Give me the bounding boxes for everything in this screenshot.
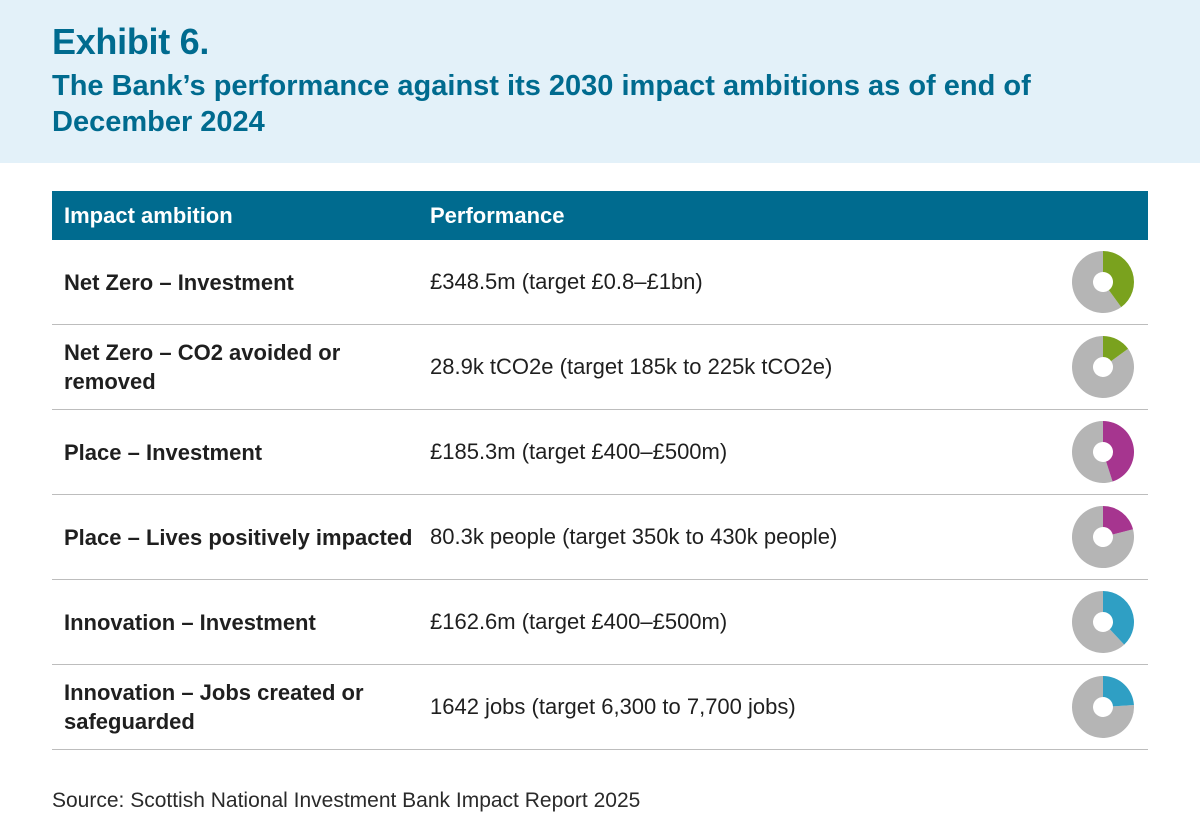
performance-cell: 80.3k people (target 350k to 430k people… xyxy=(430,524,838,549)
donut-remaining-segment xyxy=(1072,251,1122,313)
exhibit-header: Exhibit 6. The Bank’s performance agains… xyxy=(0,0,1200,163)
donut-remaining-segment xyxy=(1072,336,1134,398)
column-header-ambition: Impact ambition xyxy=(64,202,233,228)
performance-cell: £162.6m (target £400–£500m) xyxy=(430,609,728,634)
progress-donut xyxy=(1058,506,1148,568)
donut-remaining-segment xyxy=(1072,506,1134,568)
table-row: Place – Investment £185.3m (target £400–… xyxy=(52,410,1148,495)
performance-cell: 28.9k tCO2e (target 185k to 225k tCO2e) xyxy=(430,354,833,379)
column-header-performance: Performance xyxy=(430,202,565,228)
donut-remaining-segment xyxy=(1072,421,1113,483)
donut-progress-segment xyxy=(1103,336,1129,362)
performance-cell: £348.5m (target £0.8–£1bn) xyxy=(430,269,703,294)
table-row: Net Zero – CO2 avoided or removed 28.9k … xyxy=(52,325,1148,410)
progress-donut xyxy=(1058,251,1148,313)
donut-progress-segment xyxy=(1103,506,1134,535)
impact-table: Impact ambition Performance Net Zero – I… xyxy=(52,191,1148,750)
ambition-cell: Innovation – Jobs created or safeguarded xyxy=(64,680,364,734)
donut-progress-segment xyxy=(1103,676,1134,707)
performance-cell: £185.3m (target £400–£500m) xyxy=(430,439,728,464)
performance-cell: 1642 jobs (target 6,300 to 7,700 jobs) xyxy=(430,694,796,719)
table-header-row: Impact ambition Performance xyxy=(52,191,1148,240)
progress-donut-chart xyxy=(1072,676,1134,738)
donut-progress-segment xyxy=(1103,421,1134,482)
progress-donut xyxy=(1058,676,1148,738)
ambition-cell: Place – Lives positively impacted xyxy=(64,524,413,550)
ambition-cell: Innovation – Investment xyxy=(64,609,316,635)
ambition-cell: Net Zero – Investment xyxy=(64,269,294,295)
progress-donut-chart xyxy=(1072,591,1134,653)
exhibit-title: The Bank’s performance against its 2030 … xyxy=(52,70,1031,138)
ambition-cell: Place – Investment xyxy=(64,439,263,465)
progress-donut-chart xyxy=(1072,421,1134,483)
table-row: Innovation – Jobs created or safeguarded… xyxy=(52,665,1148,750)
donut-remaining-segment xyxy=(1072,591,1125,653)
table-row: Net Zero – Investment £348.5m (target £0… xyxy=(52,240,1148,325)
donut-remaining-segment xyxy=(1072,676,1134,738)
progress-donut-chart xyxy=(1072,336,1134,398)
progress-donut xyxy=(1058,336,1148,398)
progress-donut-chart xyxy=(1072,251,1134,313)
progress-donut-chart xyxy=(1072,506,1134,568)
donut-progress-segment xyxy=(1103,251,1134,308)
table-row: Innovation – Investment £162.6m (target … xyxy=(52,580,1148,665)
donut-progress-segment xyxy=(1103,591,1134,645)
exhibit-label: Exhibit 6. xyxy=(52,21,210,62)
progress-donut xyxy=(1058,591,1148,653)
table-row: Place – Lives positively impacted 80.3k … xyxy=(52,495,1148,580)
progress-donut xyxy=(1058,421,1148,483)
ambition-cell: Net Zero – CO2 avoided or removed xyxy=(64,340,341,394)
source-note: Source: Scottish National Investment Ban… xyxy=(52,789,641,812)
